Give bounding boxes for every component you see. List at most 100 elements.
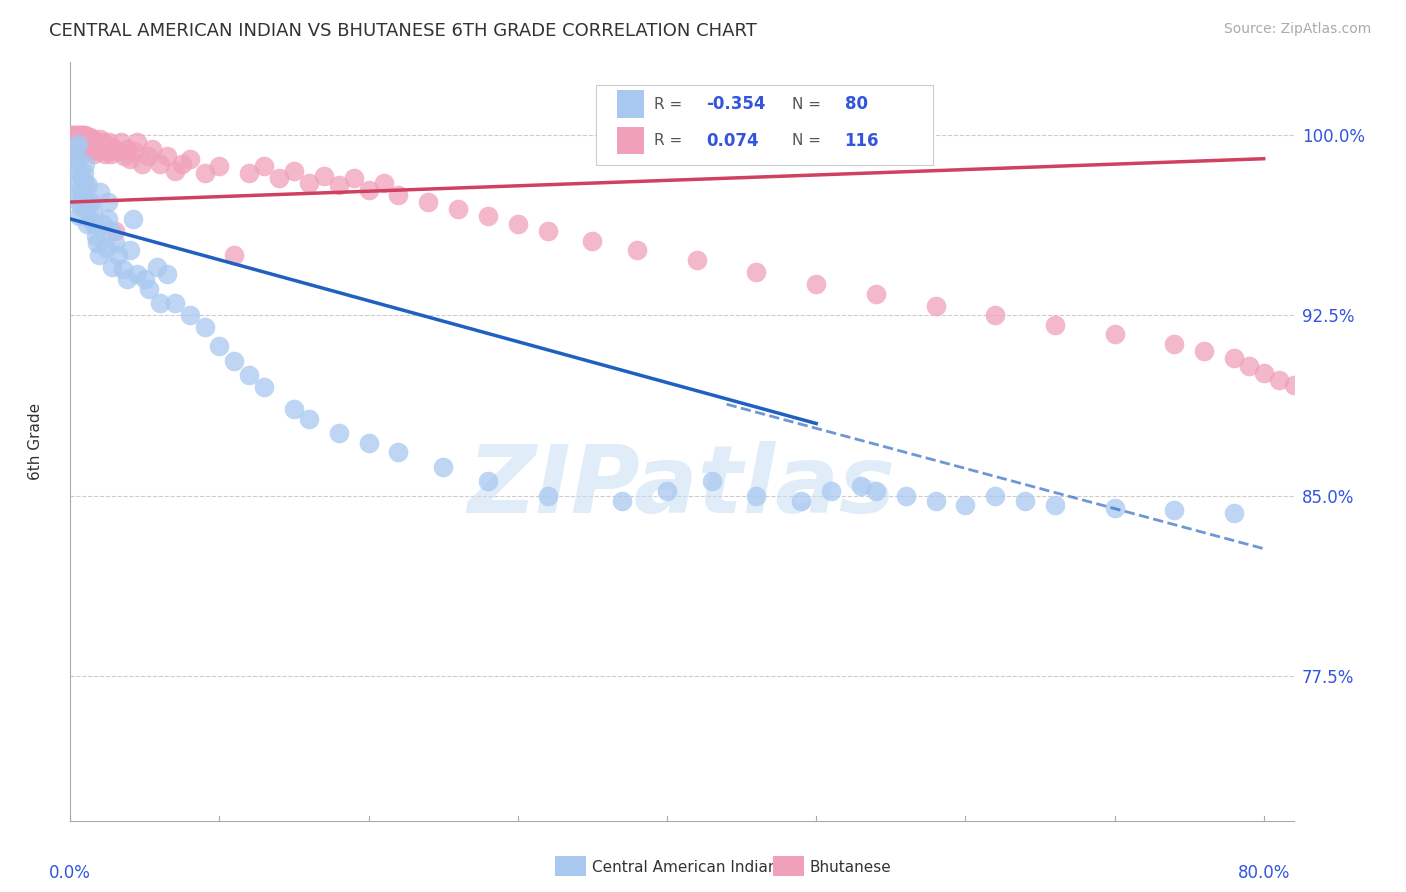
Text: Source: ZipAtlas.com: Source: ZipAtlas.com (1223, 22, 1371, 37)
Point (1237, 359, 1260, 373)
Point (67, 135, 90, 149)
Text: Bhutanese: Bhutanese (810, 860, 891, 874)
Point (418, 195, 440, 210)
Point (89, 132, 111, 146)
Point (149, 296, 172, 310)
Text: 80.0%: 80.0% (1237, 864, 1289, 882)
Point (984, 308, 1007, 322)
Point (62, 163, 84, 178)
Point (67, 210, 90, 224)
Point (97, 211, 120, 226)
Point (193, 166, 215, 180)
Point (91, 217, 114, 231)
Point (94, 241, 117, 255)
Point (66, 152, 89, 166)
Point (1223, 351, 1246, 366)
Point (118, 243, 141, 257)
Point (89, 186, 111, 200)
Point (537, 489, 560, 503)
Point (894, 489, 917, 503)
Point (63, 176, 86, 190)
Point (82, 132, 104, 146)
Point (65, 139, 87, 153)
Point (112, 149, 135, 163)
Point (849, 479, 872, 493)
Point (1282, 378, 1305, 392)
Point (138, 282, 160, 296)
Point (124, 145, 146, 159)
Point (83, 217, 105, 231)
Point (79, 211, 101, 226)
Point (87, 145, 110, 159)
Point (60, 132, 83, 146)
Point (94, 139, 117, 153)
Point (79, 139, 101, 153)
Text: N =: N = (792, 133, 825, 148)
Point (104, 224, 127, 238)
Point (865, 483, 887, 498)
Point (77, 142, 100, 156)
Point (655, 483, 678, 498)
Point (156, 149, 179, 163)
Point (97, 195, 120, 210)
Point (820, 483, 842, 498)
Point (97, 145, 120, 159)
Point (357, 435, 380, 450)
Point (93, 147, 115, 161)
Point (69, 180, 91, 194)
Point (506, 217, 529, 231)
Text: 116: 116 (845, 131, 879, 150)
Text: -0.354: -0.354 (706, 95, 766, 113)
Point (70, 128, 93, 142)
Point (70, 135, 93, 149)
Point (224, 248, 246, 262)
Point (115, 272, 138, 286)
Point (537, 224, 560, 238)
Point (193, 320, 215, 334)
Point (700, 475, 723, 489)
Point (80, 195, 103, 210)
Point (477, 475, 499, 489)
Point (70, 145, 93, 159)
Point (76, 139, 98, 153)
Point (1357, 402, 1379, 417)
Point (269, 171, 291, 186)
Point (141, 142, 163, 156)
Point (111, 262, 134, 277)
Bar (617, 90, 644, 118)
Point (224, 354, 246, 368)
Point (146, 260, 169, 274)
Point (67, 128, 90, 142)
Point (86, 137, 108, 152)
Text: 0.074: 0.074 (706, 131, 759, 150)
Point (70, 187, 93, 202)
Point (283, 402, 305, 417)
Point (77, 195, 100, 210)
Point (75, 156, 97, 170)
Point (100, 147, 122, 161)
Point (208, 159, 231, 173)
Point (62, 135, 84, 149)
Point (83, 147, 105, 161)
Point (62, 128, 84, 142)
Point (127, 135, 149, 149)
Point (65, 128, 87, 142)
Point (1298, 383, 1320, 397)
Point (387, 187, 409, 202)
Point (66, 128, 89, 142)
Point (745, 265, 768, 279)
Point (865, 286, 887, 301)
Point (101, 260, 124, 274)
Point (312, 169, 335, 183)
Point (790, 493, 813, 508)
Point (1192, 344, 1215, 359)
Point (69, 145, 91, 159)
Point (804, 277, 827, 291)
Point (87, 248, 110, 262)
Point (69, 128, 91, 142)
Point (80, 132, 103, 146)
Point (1312, 387, 1334, 401)
Point (66, 137, 89, 152)
Point (104, 235, 127, 250)
Point (77, 132, 100, 146)
